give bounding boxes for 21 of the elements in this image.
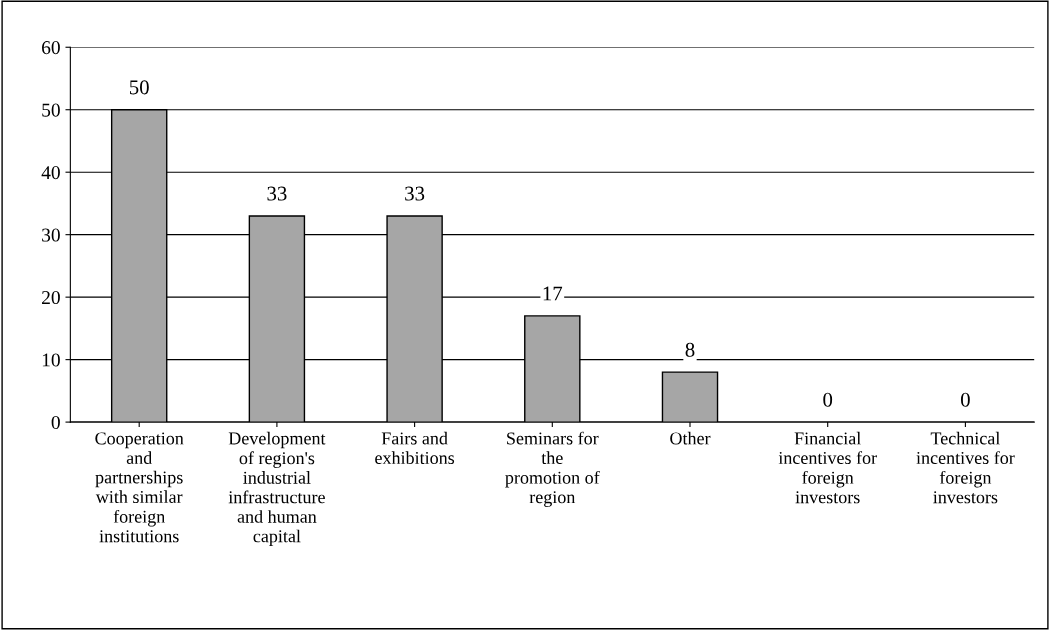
x-tick-label: Technical incentives for foreign investors xyxy=(916,431,1015,504)
data-label: 17 xyxy=(543,286,563,301)
x-tick-label: Other xyxy=(670,431,711,445)
data-label: 0 xyxy=(960,392,970,407)
y-tick-label: 50 xyxy=(42,103,60,117)
y-tick-label: 10 xyxy=(42,353,60,367)
x-tick-label: Fairs and exhibitions xyxy=(375,431,455,465)
y-tick-label: 60 xyxy=(42,41,60,55)
y-tick-label: 20 xyxy=(42,290,60,305)
y-tick-label: 0 xyxy=(51,415,60,430)
data-label: 50 xyxy=(129,80,149,95)
x-tick-label: Financial incentives for foreign investors xyxy=(778,431,877,504)
data-label: 33 xyxy=(267,186,287,201)
data-label: 0 xyxy=(823,392,833,407)
data-label: 33 xyxy=(405,186,425,201)
y-tick-label: 30 xyxy=(42,228,60,242)
x-tick-label: Seminars for the promotion of region xyxy=(505,431,600,507)
y-tick-label: 40 xyxy=(41,166,60,180)
x-tick-label: Cooperation and partnerships with similar foreign institutions xyxy=(95,432,184,543)
x-tick-label: Development of region's industrial infrastructure and human capital xyxy=(228,431,326,547)
data-label: 8 xyxy=(685,342,695,357)
